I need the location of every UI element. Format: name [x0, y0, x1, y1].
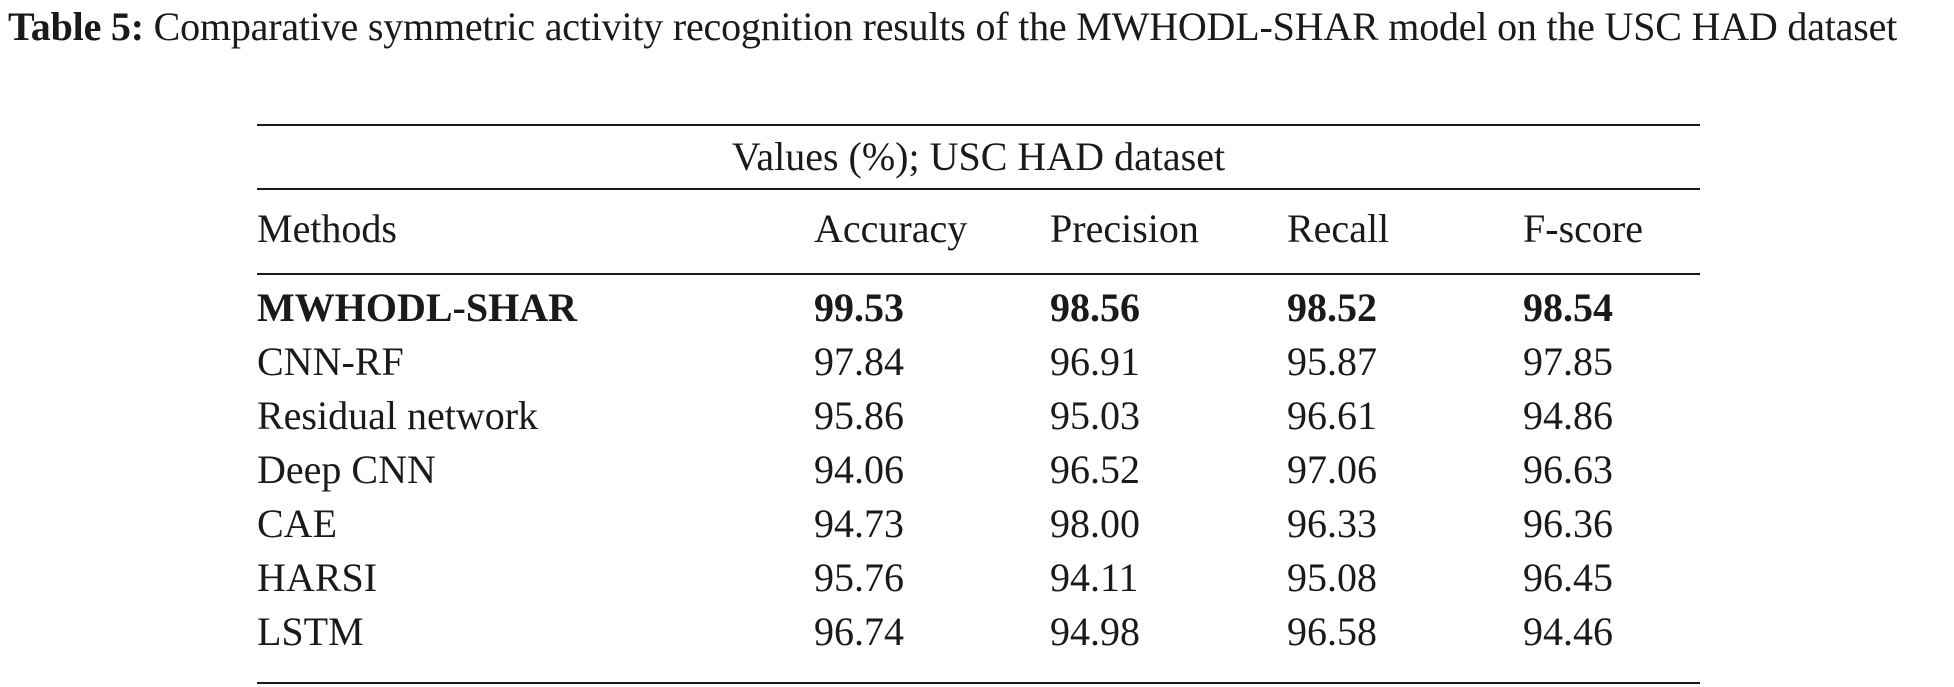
cell-recall: 96.33 — [1287, 501, 1377, 546]
column-header-recall: Recall — [1287, 206, 1390, 251]
top-rule — [257, 124, 1700, 126]
header-rule — [257, 273, 1700, 275]
cell-recall: 95.87 — [1287, 339, 1377, 384]
cell-precision: 94.11 — [1050, 555, 1139, 600]
cell-method: Residual network — [257, 393, 539, 438]
cell-precision: 95.03 — [1050, 393, 1140, 438]
cell-recall: 97.06 — [1287, 447, 1377, 492]
cell-method: CAE — [257, 501, 337, 546]
table-row: LSTM 96.74 94.98 96.58 94.46 — [257, 605, 1700, 659]
cell-precision: 94.98 — [1050, 609, 1140, 654]
cell-method: LSTM — [257, 609, 364, 654]
cell-accuracy: 95.86 — [814, 393, 904, 438]
table-super-header: Values (%); USC HAD dataset — [731, 134, 1226, 179]
cell-accuracy: 99.53 — [814, 285, 904, 330]
cell-accuracy: 94.73 — [814, 501, 904, 546]
table-row: CAE 94.73 98.00 96.33 96.36 — [257, 497, 1700, 551]
table-header-row: Methods Accuracy Precision Recall F-scor… — [257, 202, 1700, 256]
cell-fscore: 94.46 — [1523, 609, 1613, 654]
cell-accuracy: 96.74 — [814, 609, 904, 654]
caption-text: Comparative symmetric activity recogniti… — [153, 4, 1898, 49]
cell-accuracy: 94.06 — [814, 447, 904, 492]
cell-method: CNN-RF — [257, 339, 404, 384]
cell-method: HARSI — [257, 555, 378, 600]
cell-fscore: 96.45 — [1523, 555, 1613, 600]
cell-method: Deep CNN — [257, 447, 436, 492]
cell-accuracy: 95.76 — [814, 555, 904, 600]
cell-fscore: 96.63 — [1523, 447, 1613, 492]
caption-label: Table 5: — [8, 4, 144, 49]
table-row: Residual network 95.86 95.03 96.61 94.86 — [257, 389, 1700, 443]
cell-accuracy: 97.84 — [814, 339, 904, 384]
cell-method: MWHODL-SHAR — [257, 285, 577, 330]
column-header-methods: Methods — [257, 206, 397, 251]
table-row: HARSI 95.76 94.11 95.08 96.45 — [257, 551, 1700, 605]
cell-fscore: 94.86 — [1523, 393, 1613, 438]
cell-fscore: 97.85 — [1523, 339, 1613, 384]
table-row: MWHODL-SHAR 99.53 98.56 98.52 98.54 — [257, 281, 1700, 335]
cell-fscore: 96.36 — [1523, 501, 1613, 546]
cell-fscore: 98.54 — [1523, 285, 1613, 330]
table-row: Deep CNN 94.06 96.52 97.06 96.63 — [257, 443, 1700, 497]
cell-recall: 95.08 — [1287, 555, 1377, 600]
table-caption: Table 5: Comparative symmetric activity … — [8, 2, 1948, 51]
column-header-accuracy: Accuracy — [814, 206, 968, 251]
cell-precision: 98.56 — [1050, 285, 1140, 330]
column-header-precision: Precision — [1050, 206, 1199, 251]
table-row: CNN-RF 97.84 96.91 95.87 97.85 — [257, 335, 1700, 389]
cell-recall: 96.61 — [1287, 393, 1377, 438]
super-header-rule — [257, 188, 1700, 190]
cell-precision: 98.00 — [1050, 501, 1140, 546]
cell-recall: 96.58 — [1287, 609, 1377, 654]
bottom-rule — [257, 682, 1700, 684]
cell-precision: 96.91 — [1050, 339, 1140, 384]
cell-recall: 98.52 — [1287, 285, 1377, 330]
cell-precision: 96.52 — [1050, 447, 1140, 492]
column-header-fscore: F-score — [1523, 206, 1643, 251]
